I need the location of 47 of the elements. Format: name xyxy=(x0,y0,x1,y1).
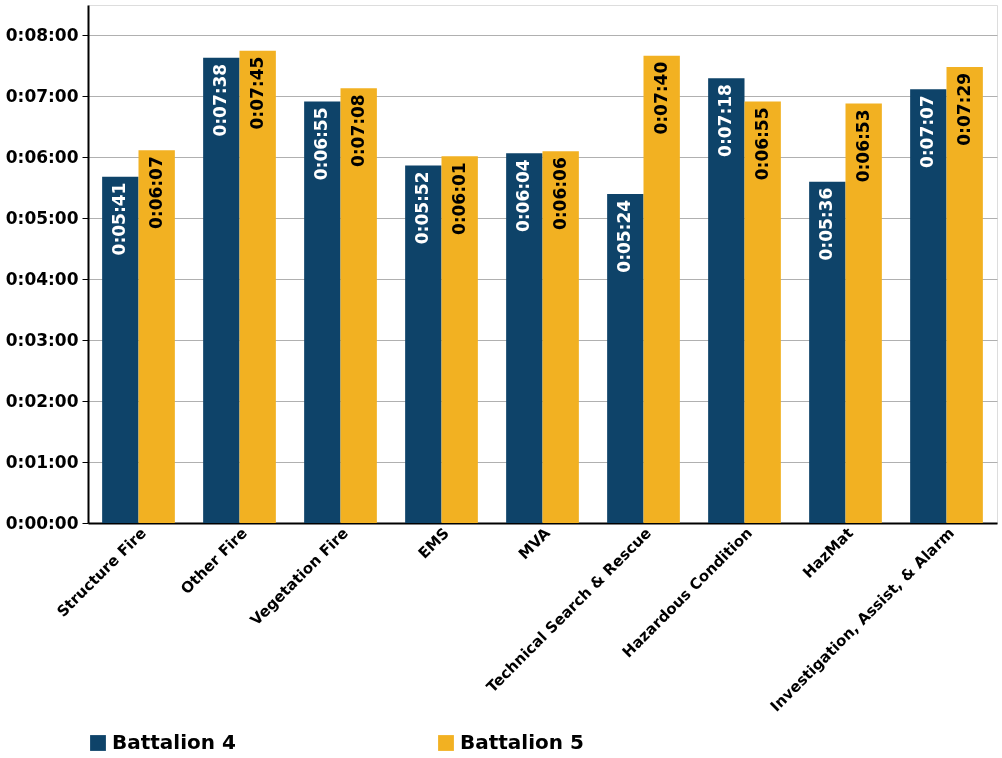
bar xyxy=(304,101,341,523)
bar xyxy=(542,151,579,523)
y-tick-label: 0:07:00 xyxy=(5,85,79,106)
y-tick-label: 0:02:00 xyxy=(5,390,79,411)
bar xyxy=(946,66,983,523)
legend-label: Battalion 4 xyxy=(112,730,236,754)
data-label: 0:06:53 xyxy=(852,109,873,183)
data-label: 0:07:45 xyxy=(246,56,267,130)
y-tick-label: 0:05:00 xyxy=(5,207,79,228)
bar xyxy=(239,50,276,523)
data-label: 0:05:24 xyxy=(614,199,635,273)
bar xyxy=(138,150,175,523)
data-label: 0:06:06 xyxy=(549,157,570,231)
bar xyxy=(845,103,882,523)
data-label: 0:06:55 xyxy=(751,107,772,181)
legend-label: Battalion 5 xyxy=(460,730,584,754)
y-tick-label: 0:03:00 xyxy=(5,329,79,350)
y-tick-label: 0:04:00 xyxy=(5,268,79,289)
data-label: 0:06:04 xyxy=(513,159,534,233)
data-label: 0:07:08 xyxy=(347,94,368,168)
data-label: 0:07:18 xyxy=(715,84,736,157)
bar xyxy=(910,89,947,523)
bar xyxy=(708,78,745,523)
data-label: 0:07:07 xyxy=(917,95,938,169)
data-label: 0:05:36 xyxy=(816,187,837,261)
y-tick-label: 0:01:00 xyxy=(5,451,79,472)
bar xyxy=(405,165,442,523)
bar xyxy=(102,176,139,523)
bar xyxy=(203,57,240,523)
bar xyxy=(607,193,644,523)
y-tick-label: 0:06:00 xyxy=(5,146,79,167)
data-label: 0:07:40 xyxy=(650,61,671,135)
data-label: 0:06:55 xyxy=(311,107,332,181)
data-label: 0:05:52 xyxy=(412,171,433,245)
bar xyxy=(506,153,543,523)
bar xyxy=(643,55,680,523)
y-tick-label: 0:08:00 xyxy=(5,24,79,45)
bar xyxy=(744,101,781,523)
bar xyxy=(809,181,846,523)
data-label: 0:06:07 xyxy=(145,156,166,229)
data-label: 0:07:29 xyxy=(953,72,974,146)
data-label: 0:07:38 xyxy=(210,63,231,137)
data-label: 0:05:41 xyxy=(109,182,130,256)
data-label: 0:06:01 xyxy=(448,162,469,236)
bar xyxy=(340,88,377,523)
y-tick-label: 0:00:00 xyxy=(5,512,79,533)
bar xyxy=(441,156,478,523)
